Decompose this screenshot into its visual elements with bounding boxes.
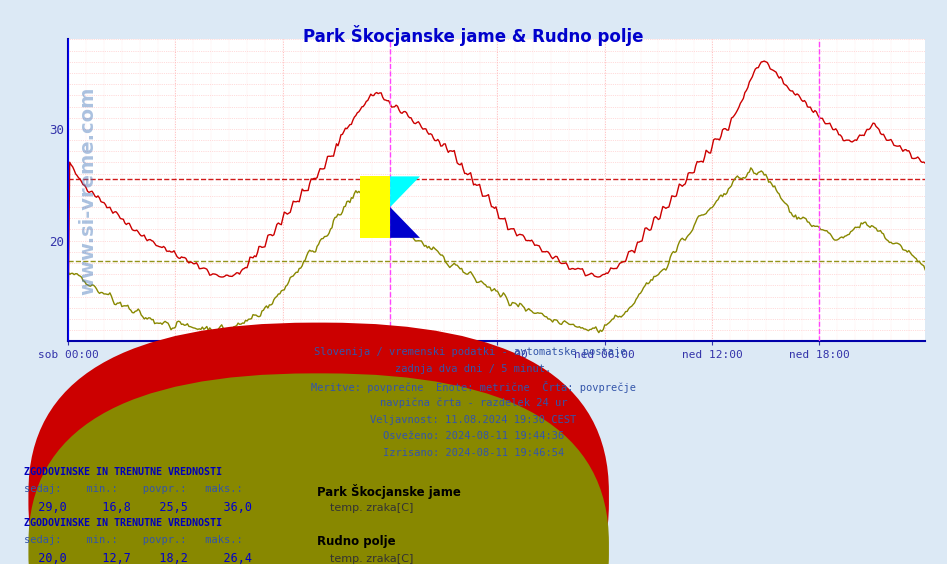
Text: Veljavnost: 11.08.2024 19:30 CEST: Veljavnost: 11.08.2024 19:30 CEST [370, 415, 577, 425]
Text: Rudno polje: Rudno polje [317, 535, 396, 548]
Text: sedaj:    min.:    povpr.:   maks.:: sedaj: min.: povpr.: maks.: [24, 484, 242, 494]
Text: www.si-vreme.com: www.si-vreme.com [79, 86, 98, 294]
Text: Slovenija / vremenski podatki - avtomatske postaje.: Slovenija / vremenski podatki - avtomats… [314, 347, 633, 357]
Text: Meritve: povprečne  Enote: metrične  Črta: povprečje: Meritve: povprečne Enote: metrične Črta:… [311, 381, 636, 393]
Text: ZGODOVINSKE IN TRENUTNE VREDNOSTI: ZGODOVINSKE IN TRENUTNE VREDNOSTI [24, 518, 222, 528]
Text: temp. zraka[C]: temp. zraka[C] [330, 554, 413, 564]
Polygon shape [390, 207, 420, 238]
Text: Park Škocjanske jame & Rudno polje: Park Škocjanske jame & Rudno polje [303, 25, 644, 46]
Text: 20,0     12,7    18,2     26,4: 20,0 12,7 18,2 26,4 [24, 552, 252, 564]
Polygon shape [390, 177, 420, 207]
Text: navpična črta - razdelek 24 ur: navpična črta - razdelek 24 ur [380, 398, 567, 408]
Text: Osveženo: 2024-08-11 19:44:36: Osveženo: 2024-08-11 19:44:36 [383, 431, 564, 442]
Text: sedaj:    min.:    povpr.:   maks.:: sedaj: min.: povpr.: maks.: [24, 535, 242, 545]
Polygon shape [360, 177, 390, 238]
Text: Izrisano: 2024-08-11 19:46:54: Izrisano: 2024-08-11 19:46:54 [383, 448, 564, 459]
Text: 29,0     16,8    25,5     36,0: 29,0 16,8 25,5 36,0 [24, 501, 252, 514]
Text: zadnja dva dni / 5 minut.: zadnja dva dni / 5 minut. [396, 364, 551, 374]
Text: temp. zraka[C]: temp. zraka[C] [330, 503, 413, 513]
Text: ZGODOVINSKE IN TRENUTNE VREDNOSTI: ZGODOVINSKE IN TRENUTNE VREDNOSTI [24, 467, 222, 477]
Text: Park Škocjanske jame: Park Škocjanske jame [317, 484, 461, 499]
